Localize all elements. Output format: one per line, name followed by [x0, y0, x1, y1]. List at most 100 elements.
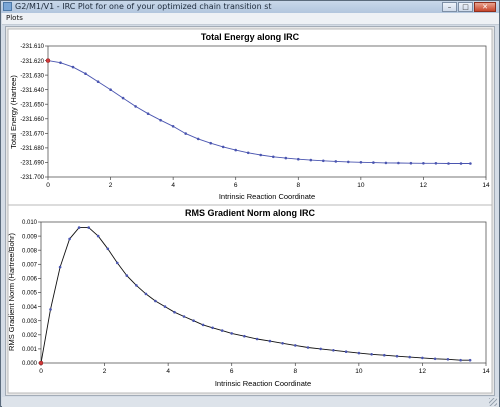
chart2-data-point[interactable]: [281, 342, 284, 345]
chart1-data-point[interactable]: [184, 132, 187, 135]
chart2-series-line: [40, 227, 471, 364]
chart1-title: Total Energy along IRC: [201, 32, 300, 42]
chart2-data-point[interactable]: [294, 344, 297, 347]
chart1-data-point[interactable]: [384, 161, 388, 165]
chart1-data-point[interactable]: [59, 61, 62, 64]
chart2-data-point[interactable]: [106, 247, 110, 251]
chart1-data-point[interactable]: [84, 72, 87, 75]
chart2-data-point[interactable]: [408, 355, 412, 359]
chart1-data-point[interactable]: [171, 125, 175, 128]
chart1-ytick-label: -231.660: [20, 117, 44, 123]
chart1-data-point[interactable]: [409, 161, 413, 165]
app-icon: [3, 2, 12, 11]
chart2-data-point[interactable]: [370, 353, 373, 356]
chart1-data-point[interactable]: [159, 118, 162, 122]
chart1-data-point[interactable]: [146, 112, 150, 115]
chart1-data-point[interactable]: [447, 162, 450, 165]
chart1-data-point[interactable]: [246, 151, 250, 155]
chart1-data-point[interactable]: [134, 105, 137, 108]
chart2-data-point[interactable]: [201, 323, 205, 327]
chart1-data-point[interactable]: [221, 145, 225, 149]
maximize-icon[interactable]: □: [458, 2, 473, 12]
plots-canvas: Total Energy along IRC -231.610-231.620-…: [7, 28, 493, 394]
chart1-data-point[interactable]: [284, 156, 288, 160]
chart2-data-point[interactable]: [421, 356, 424, 360]
chart2-data-point[interactable]: [58, 265, 62, 269]
chart2-data-point[interactable]: [49, 308, 52, 311]
chart2-data-point[interactable]: [87, 226, 90, 229]
chart2-data-point[interactable]: [459, 358, 462, 362]
chart2-data-point[interactable]: [357, 351, 361, 355]
chart1-data-point[interactable]: [372, 161, 375, 164]
chart2-current-point[interactable]: [38, 360, 44, 366]
chart1-data-point[interactable]: [334, 160, 338, 163]
chart2-data-point[interactable]: [243, 334, 246, 338]
chart1-data-point[interactable]: [322, 159, 325, 163]
chart2-data-point[interactable]: [192, 319, 195, 323]
chart1-ytick-label: -231.640: [20, 88, 44, 94]
chart1-data-point[interactable]: [459, 162, 463, 165]
chart2-data-point[interactable]: [383, 353, 386, 357]
chart2-data-point[interactable]: [144, 292, 148, 296]
chart1-data-point[interactable]: [434, 162, 438, 165]
chart2-data-point[interactable]: [268, 339, 272, 343]
chart1-data-point[interactable]: [234, 148, 237, 152]
chart1-data-point[interactable]: [397, 161, 400, 165]
chart2-data-point[interactable]: [230, 332, 233, 335]
chart1-ytick-label: -231.610: [20, 44, 44, 50]
chart1-data-point[interactable]: [196, 137, 200, 141]
chart1-ytick-label: -231.670: [20, 132, 44, 138]
chart2-data-point[interactable]: [135, 284, 138, 287]
chart2-title: RMS Gradient Norm along IRC: [185, 208, 316, 218]
chart2-data-point[interactable]: [446, 358, 450, 361]
chart1-xtick-label: 4: [171, 182, 175, 189]
chart2-data-point[interactable]: [255, 337, 259, 341]
chart2-data-point[interactable]: [332, 349, 335, 352]
chart1-data-point[interactable]: [297, 157, 300, 161]
chart2-ytick-label: 0.003: [22, 319, 38, 325]
resize-grip-icon[interactable]: [489, 398, 497, 406]
chart2-data-point[interactable]: [433, 357, 437, 361]
chart1-ytick-label: -231.680: [20, 146, 44, 152]
menu-plots[interactable]: Plots: [6, 14, 23, 22]
chart2-data-point[interactable]: [220, 329, 224, 332]
title-bar[interactable]: G2/M1/V1 - IRC Plot for one of your opti…: [1, 1, 499, 13]
chart1-data-point[interactable]: [96, 80, 100, 83]
chart2-data-point[interactable]: [468, 358, 472, 362]
chart1-data-point[interactable]: [272, 155, 275, 159]
chart2-data-point[interactable]: [344, 350, 348, 354]
chart1-data-point[interactable]: [121, 96, 125, 100]
chart1-current-point[interactable]: [45, 58, 51, 63]
close-icon[interactable]: ✕: [474, 2, 496, 12]
chart2-data-point[interactable]: [182, 315, 186, 318]
chart1-data-point[interactable]: [309, 158, 313, 162]
chart1-data-point[interactable]: [469, 162, 472, 165]
chart1-series: [45, 58, 472, 165]
chart2-data-point[interactable]: [211, 326, 214, 330]
chart1-data-point[interactable]: [109, 88, 112, 91]
chart2-data-point[interactable]: [96, 234, 100, 238]
chart2-data-point[interactable]: [319, 347, 323, 351]
chart2-data-point[interactable]: [68, 237, 71, 241]
chart1-ytick-label: -231.650: [20, 102, 44, 108]
chart2-xtick-label: 14: [482, 368, 490, 375]
chart2-data-point[interactable]: [125, 274, 129, 277]
chart1-ytick-label: -231.700: [20, 175, 44, 181]
chart2-data-point[interactable]: [173, 310, 176, 314]
chart1-data-point[interactable]: [209, 141, 212, 145]
chart1-data-point[interactable]: [359, 161, 363, 164]
chart2-data-point[interactable]: [154, 299, 157, 303]
chart1-data-point[interactable]: [259, 153, 262, 157]
chart2-data-point[interactable]: [395, 354, 399, 358]
chart2-xtick-label: 0: [39, 368, 43, 375]
chart2-data-point[interactable]: [306, 346, 310, 349]
chart1-data-point[interactable]: [422, 162, 425, 165]
chart2-ytick-label: 0.006: [22, 277, 38, 283]
chart2-data-point[interactable]: [77, 226, 81, 229]
chart2-data-point[interactable]: [163, 305, 167, 308]
chart1-data-point[interactable]: [347, 160, 350, 164]
chart1-data-point[interactable]: [71, 65, 75, 69]
chart2-data-point[interactable]: [116, 261, 119, 265]
minimize-icon[interactable]: –: [442, 2, 457, 12]
